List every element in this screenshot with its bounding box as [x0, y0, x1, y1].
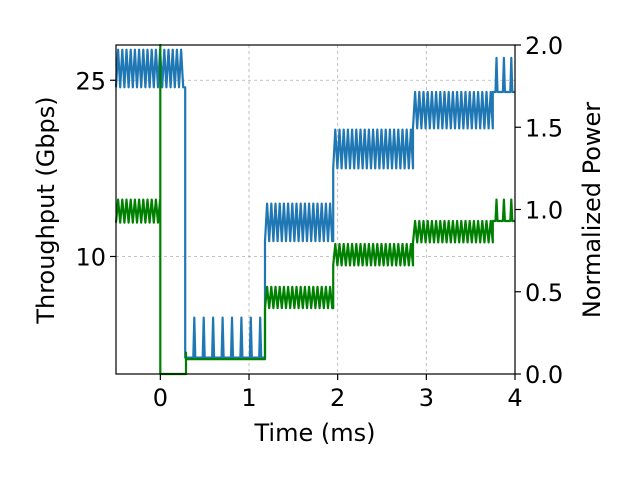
x-tick-label: 2 — [330, 384, 345, 412]
y-left-tick-label: 25 — [75, 67, 106, 95]
x-tick-label: 1 — [241, 384, 256, 412]
plot-frame — [115, 44, 516, 375]
y-right-tick-label: 0.0 — [525, 361, 563, 389]
power-series — [114, 43, 515, 376]
axis-ticks: 0 1 2 3 4 10 25 0.0 0.5 1.0 1.5 2.0 — [75, 32, 563, 412]
x-tick-label: 0 — [153, 384, 168, 412]
y-right-tick-label: 2.0 — [525, 32, 563, 60]
grid-lines — [116, 45, 516, 374]
y-axis-right-label: Normalized Power — [578, 102, 606, 318]
throughput-series — [114, 48, 515, 359]
x-axis-label: Time (ms) — [254, 419, 376, 447]
y-right-tick-label: 1.5 — [525, 114, 563, 142]
y-left-tick-label: 10 — [75, 244, 106, 272]
throughput-line — [114, 48, 515, 359]
power-line — [114, 43, 515, 376]
x-tick-label: 3 — [419, 384, 434, 412]
y-axis-left-label: Throughput (Gbps) — [32, 96, 60, 324]
y-right-tick-label: 0.5 — [525, 279, 563, 307]
y-right-tick-label: 1.0 — [525, 197, 563, 225]
x-tick-label: 4 — [507, 384, 522, 412]
